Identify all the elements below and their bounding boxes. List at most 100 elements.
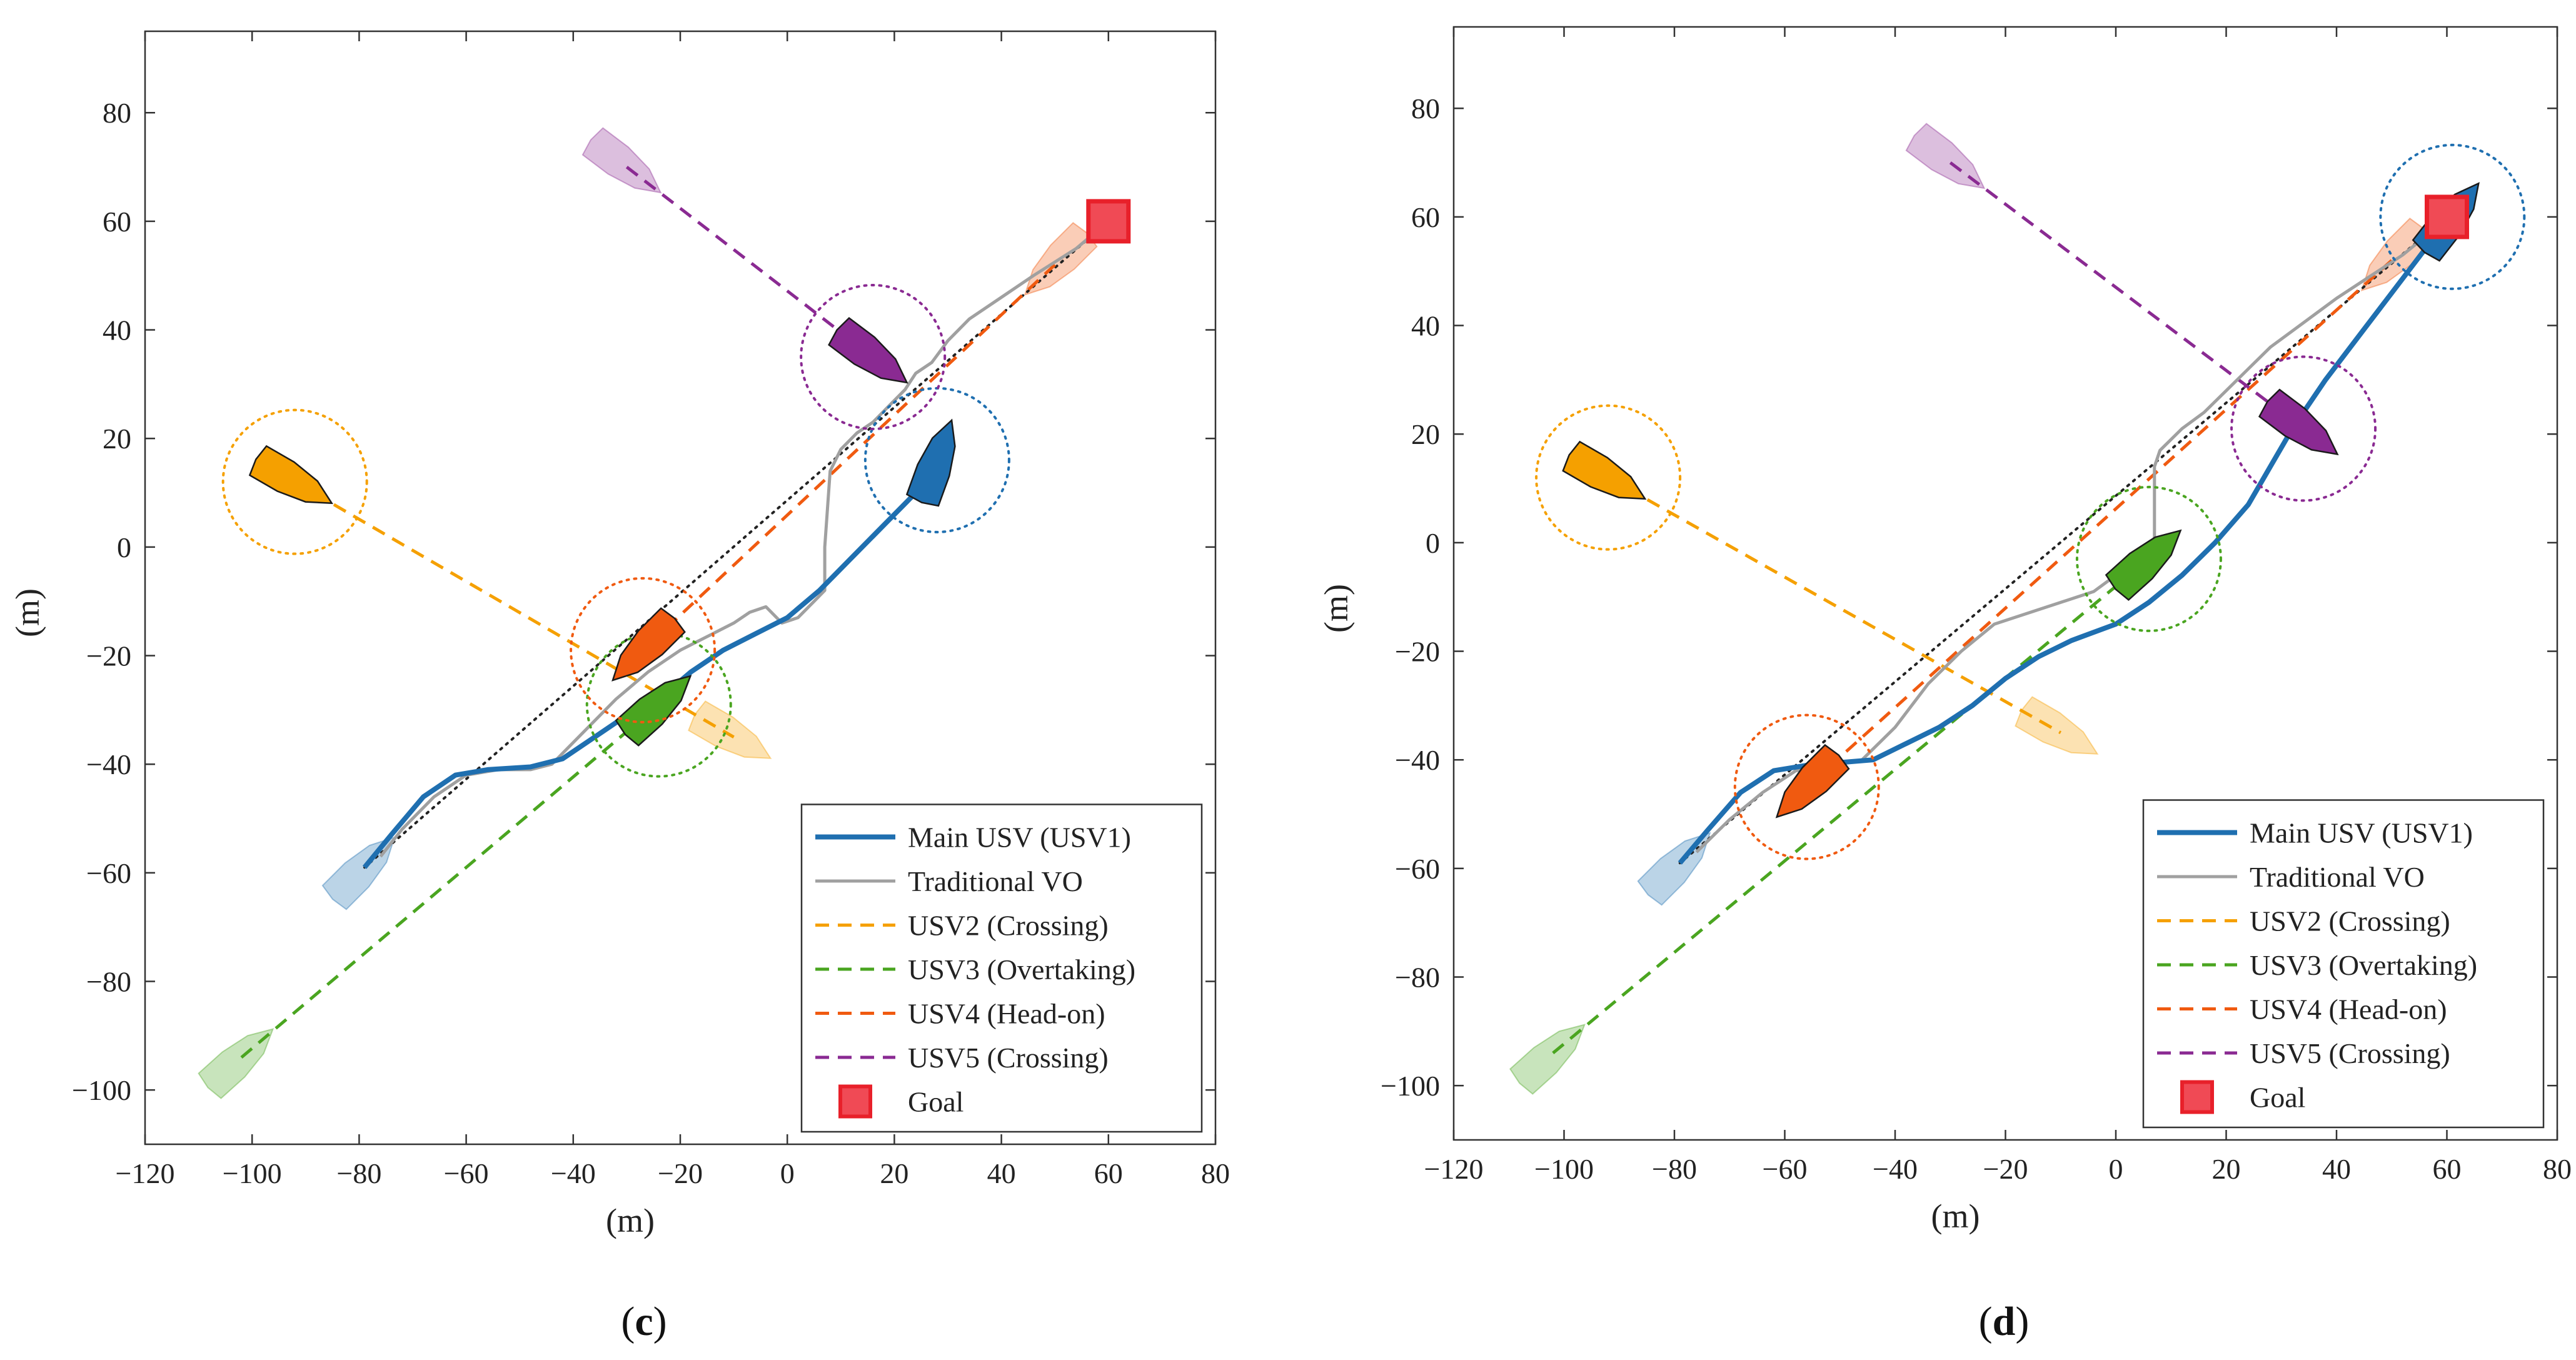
y-tick-label: −40: [86, 748, 131, 780]
series-line-usv5: [1949, 161, 2305, 430]
vessel-usv3-ghost: [1509, 1024, 1586, 1095]
safety-circle-usv5: [800, 283, 947, 430]
x-tick-label: −40: [551, 1157, 596, 1189]
panel-label-letter: c: [635, 1299, 653, 1344]
x-tick-label: −20: [658, 1157, 703, 1189]
safety-circle-usv2: [1535, 404, 1682, 551]
legend-label-usv4: USV4 (Head-on): [2250, 994, 2447, 1025]
y-tick-label: 40: [1411, 310, 1440, 342]
plot-area: [1509, 123, 2526, 1095]
vessel-usv3-current: [2105, 529, 2182, 602]
x-tick-label: 20: [880, 1157, 908, 1189]
vessel-usv1-current: [905, 418, 956, 507]
x-tick-label: 20: [2212, 1153, 2241, 1185]
y-tick-label: −100: [72, 1074, 131, 1106]
y-tick-label: 60: [1411, 201, 1440, 233]
y-tick-label: −80: [86, 966, 131, 998]
series-line-usv4: [641, 263, 1056, 652]
legend-label-goal: Goal: [2250, 1082, 2305, 1114]
safety-circle-usv1: [2379, 143, 2526, 290]
y-axis-label: (m): [9, 588, 46, 637]
x-tick-label: 0: [2109, 1153, 2123, 1185]
vessel-usv5-ghost: [581, 127, 662, 194]
legend-label-goal: Goal: [908, 1086, 963, 1118]
legend-label-usv1: Main USV (USV1): [2250, 817, 2473, 849]
series-line-usv5: [625, 166, 874, 358]
y-tick-label: −80: [1395, 962, 1440, 994]
x-tick-label: −20: [1983, 1153, 2028, 1185]
x-axis-label: (m): [606, 1202, 655, 1239]
legend-label-usv4: USV4 (Head-on): [908, 998, 1105, 1030]
chart-panel-d: −120 −100 −80 −60 −40 −20 0 20 40 60 80 −100 −80 −60 −…: [1317, 26, 2572, 1344]
x-tick-label: −40: [1873, 1153, 1918, 1185]
y-tick-label: −60: [86, 857, 131, 889]
y-tick-label: 20: [103, 423, 131, 455]
legend-label-usv5: USV5 (Crossing): [908, 1042, 1109, 1074]
x-tick-label: 0: [780, 1157, 795, 1189]
y-tick-label: 20: [1411, 418, 1440, 450]
x-tick-label: 40: [2322, 1153, 2351, 1185]
series-line-usv4: [1806, 259, 2393, 788]
goal-marker: [1086, 199, 1131, 244]
x-tick-label: 60: [1094, 1157, 1123, 1189]
legend: Main USV (USV1) Traditional VO USV2 (Cross…: [800, 803, 1203, 1133]
legend: Main USV (USV1) Traditional VO USV2 (Cross…: [2142, 799, 2545, 1129]
panel-label: (c): [621, 1299, 667, 1344]
x-tick-label: −60: [1763, 1153, 1808, 1185]
legend-swatch-goal: [838, 1084, 872, 1119]
legend-label-usv2: USV2 (Crossing): [908, 910, 1109, 942]
vessel-usv3-current: [615, 675, 692, 747]
y-tick-label: −100: [1381, 1070, 1440, 1102]
x-axis-label: (m): [1931, 1197, 1980, 1235]
vessel-usv1-ghost: [321, 836, 396, 910]
panel-label-open: (: [621, 1299, 635, 1344]
y-tick-label: −20: [1395, 636, 1440, 668]
legend-label-vo: Traditional VO: [908, 865, 1083, 897]
x-tick-label: 80: [2543, 1153, 2572, 1185]
x-tick-label: 80: [1201, 1157, 1230, 1189]
vessel-usv2-ghost: [2015, 696, 2099, 755]
chart-panel-c: −120 −100 −80 −60 −40 −20 0 20 40 60 80 −100 −80 −60 −…: [9, 30, 1230, 1344]
series-line-vo: [379, 219, 1110, 858]
legend-label-usv5: USV5 (Crossing): [2250, 1037, 2450, 1069]
y-tick-label: 80: [1411, 93, 1440, 124]
safety-circle-usv4: [1733, 713, 1880, 860]
series-line-usv3: [240, 703, 660, 1059]
vessel-usv3-ghost: [198, 1028, 274, 1099]
vessel-usv4-current: [1775, 743, 1850, 819]
y-tick-label: −60: [1395, 853, 1440, 885]
vessel-usv5-ghost: [1905, 123, 1986, 189]
x-tick-label: −80: [336, 1157, 381, 1189]
y-tick-label: 60: [103, 206, 131, 238]
y-tick-label: 40: [103, 315, 131, 346]
x-tick-label: −120: [1424, 1153, 1484, 1185]
safety-circle-usv4: [570, 577, 717, 723]
legend-swatch-goal: [2180, 1080, 2214, 1114]
series-line-usv2: [1607, 476, 2062, 734]
legend-label-usv2: USV2 (Crossing): [2250, 905, 2450, 937]
x-tick-label: 40: [987, 1157, 1016, 1189]
panel-label-close: ): [2015, 1299, 2029, 1344]
y-tick-label: −40: [1395, 744, 1440, 776]
vessel-usv2-current: [1562, 440, 1647, 500]
legend-label-usv3: USV3 (Overtaking): [908, 954, 1135, 985]
series-line-straight: [363, 219, 1110, 869]
panel-label-open: (: [1979, 1299, 1993, 1344]
series-line-usv2: [294, 480, 735, 738]
vessel-usv2-current: [248, 445, 333, 505]
legend-label-vo: Traditional VO: [2250, 861, 2425, 893]
series-line-usv3: [1552, 557, 2150, 1055]
x-tick-label: −100: [1534, 1153, 1594, 1185]
x-tick-label: −80: [1652, 1153, 1697, 1185]
x-tick-label: −100: [223, 1157, 282, 1189]
vessel-usv2-ghost: [688, 700, 772, 759]
x-tick-label: 60: [2433, 1153, 2462, 1185]
panel-label-close: ): [653, 1299, 667, 1344]
x-tick-label: −60: [444, 1157, 489, 1189]
legend-label-usv3: USV3 (Overtaking): [2250, 949, 2477, 981]
y-axis-label: (m): [1317, 584, 1355, 633]
x-tick-label: −120: [116, 1157, 175, 1189]
vessel-usv4-current: [611, 607, 686, 682]
legend-label-usv1: Main USV (USV1): [908, 822, 1131, 854]
